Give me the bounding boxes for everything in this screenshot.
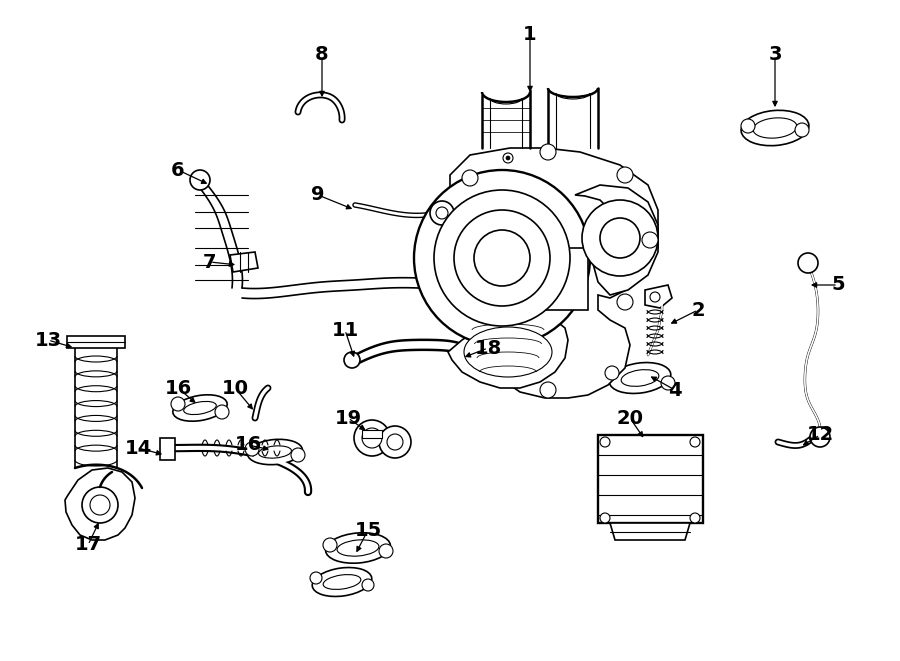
Circle shape <box>462 170 478 186</box>
Ellipse shape <box>258 446 292 458</box>
Circle shape <box>215 405 229 419</box>
Text: 5: 5 <box>832 276 845 295</box>
Circle shape <box>90 495 110 515</box>
Bar <box>598 435 703 523</box>
Circle shape <box>362 428 382 448</box>
Circle shape <box>171 397 185 411</box>
Ellipse shape <box>326 533 391 563</box>
Text: 18: 18 <box>474 338 501 358</box>
Circle shape <box>617 167 633 183</box>
Circle shape <box>190 170 210 190</box>
Circle shape <box>323 538 337 552</box>
Text: 13: 13 <box>34 330 61 350</box>
Text: 16: 16 <box>165 379 192 397</box>
Text: 4: 4 <box>668 381 682 399</box>
Ellipse shape <box>753 118 796 138</box>
Text: 14: 14 <box>124 438 151 457</box>
Circle shape <box>438 275 458 295</box>
Circle shape <box>379 544 393 558</box>
Circle shape <box>600 218 640 258</box>
Circle shape <box>540 144 556 160</box>
Ellipse shape <box>312 568 372 596</box>
Ellipse shape <box>323 574 361 590</box>
Text: 17: 17 <box>75 535 102 555</box>
Circle shape <box>642 232 658 248</box>
Circle shape <box>810 427 830 447</box>
Polygon shape <box>160 438 175 460</box>
Text: 12: 12 <box>806 426 833 444</box>
Text: 1: 1 <box>523 26 536 44</box>
Circle shape <box>430 201 454 225</box>
Circle shape <box>362 579 374 591</box>
Ellipse shape <box>173 395 227 421</box>
Text: 15: 15 <box>355 520 382 539</box>
Polygon shape <box>67 336 125 348</box>
Circle shape <box>605 366 619 380</box>
Text: 16: 16 <box>234 436 262 455</box>
Ellipse shape <box>621 369 659 386</box>
Circle shape <box>344 352 360 368</box>
Circle shape <box>690 437 700 447</box>
Circle shape <box>387 434 403 450</box>
Bar <box>510 248 588 310</box>
Circle shape <box>582 200 658 276</box>
Circle shape <box>600 513 610 523</box>
Ellipse shape <box>184 401 216 414</box>
Circle shape <box>540 382 556 398</box>
Ellipse shape <box>464 327 552 377</box>
Polygon shape <box>448 316 568 388</box>
Text: 8: 8 <box>315 46 328 65</box>
Circle shape <box>454 210 550 306</box>
Text: 3: 3 <box>769 46 782 65</box>
Text: 11: 11 <box>331 321 358 340</box>
Text: 7: 7 <box>203 253 217 272</box>
Circle shape <box>798 253 818 273</box>
Polygon shape <box>575 185 658 295</box>
Circle shape <box>379 426 411 458</box>
Circle shape <box>503 153 513 163</box>
Circle shape <box>600 437 610 447</box>
Ellipse shape <box>741 110 809 145</box>
Text: 9: 9 <box>311 186 325 204</box>
Circle shape <box>82 487 118 523</box>
Circle shape <box>436 207 448 219</box>
Text: 19: 19 <box>335 408 362 428</box>
Circle shape <box>310 572 322 584</box>
Circle shape <box>795 123 809 137</box>
Text: 20: 20 <box>616 408 643 428</box>
Polygon shape <box>610 523 690 540</box>
Circle shape <box>690 513 700 523</box>
Polygon shape <box>450 148 658 398</box>
Circle shape <box>414 170 590 346</box>
Ellipse shape <box>338 540 379 556</box>
Circle shape <box>474 230 530 286</box>
Text: 6: 6 <box>171 161 184 180</box>
Ellipse shape <box>248 440 302 465</box>
Circle shape <box>245 442 259 456</box>
Circle shape <box>650 292 660 302</box>
Text: 10: 10 <box>221 379 248 397</box>
Circle shape <box>434 190 570 326</box>
Polygon shape <box>645 285 672 308</box>
Ellipse shape <box>609 362 670 393</box>
Circle shape <box>291 448 305 462</box>
Circle shape <box>506 156 510 160</box>
Polygon shape <box>65 468 135 540</box>
Bar <box>362 430 382 438</box>
Circle shape <box>354 420 390 456</box>
Polygon shape <box>230 252 258 272</box>
Circle shape <box>617 294 633 310</box>
Circle shape <box>661 376 675 390</box>
Circle shape <box>741 119 755 133</box>
Text: 2: 2 <box>691 301 705 319</box>
